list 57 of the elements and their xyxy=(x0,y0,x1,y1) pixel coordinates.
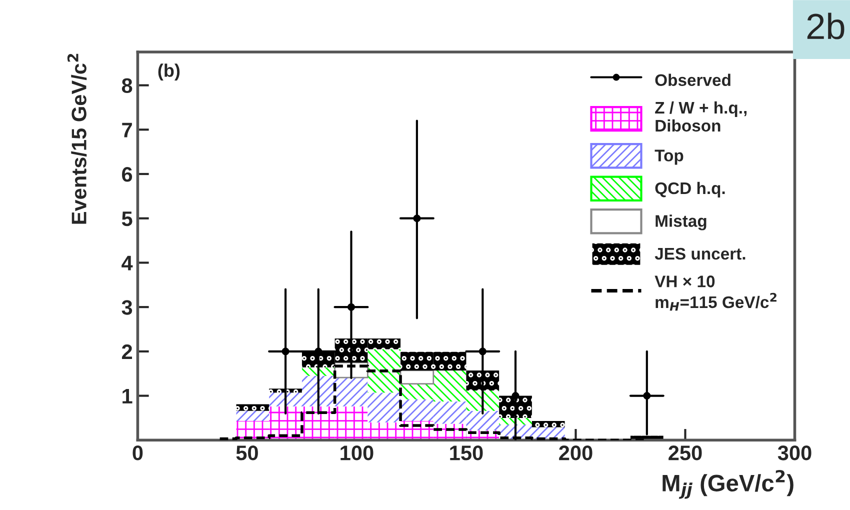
bar xyxy=(466,390,500,411)
y-tick-label: 4 xyxy=(122,256,133,270)
x-tick-label: 100 xyxy=(340,446,374,460)
point xyxy=(512,392,520,400)
bar xyxy=(433,402,466,424)
bar xyxy=(269,392,302,406)
bar xyxy=(334,378,368,406)
bar xyxy=(368,338,401,350)
y-tick-label: 1 xyxy=(122,388,132,404)
point xyxy=(478,348,486,356)
bar xyxy=(236,410,270,422)
legend-label: Observed xyxy=(655,74,730,86)
point xyxy=(413,214,421,222)
legend-label: Mistag xyxy=(656,214,706,230)
bar xyxy=(400,384,434,400)
bar xyxy=(236,404,270,411)
x-tick-label: 300 xyxy=(778,446,812,460)
bar xyxy=(433,352,466,370)
legend-label: QCD h.q. xyxy=(655,182,725,198)
x-tick-label: 50 xyxy=(236,446,258,460)
bar xyxy=(368,349,401,393)
y-tick-label: 3 xyxy=(122,300,132,315)
text: 2b xyxy=(807,12,844,40)
annotation: (b) xyxy=(158,64,180,80)
legend-label: Z / W + h.q., Diboson xyxy=(655,101,747,132)
bar xyxy=(334,406,368,440)
legend-label: Top xyxy=(654,150,684,165)
bar xyxy=(433,370,466,402)
bar xyxy=(302,367,335,376)
bar xyxy=(499,418,532,425)
x-tick-label: 250 xyxy=(668,446,702,460)
y-axis-title: Events/15 GeV/c$^{2}$ xyxy=(67,54,87,224)
x-tick-label: 150 xyxy=(450,446,483,460)
legend-label: JES uncert. xyxy=(654,248,746,260)
bar xyxy=(400,399,434,422)
point xyxy=(347,303,355,311)
y-tick-label: 8 xyxy=(122,78,132,94)
point xyxy=(643,392,651,400)
x-tick-label: 0 xyxy=(132,446,143,460)
bar xyxy=(400,352,434,370)
y-tick-label: 2 xyxy=(122,344,132,359)
y-tick-label: 5 xyxy=(122,212,132,226)
bar xyxy=(400,370,434,384)
y-tick-label: 7 xyxy=(122,122,132,138)
bar xyxy=(302,376,335,406)
legend-label: VH × 10 m$_{H}$=115 GeV/c$^{2}$ xyxy=(654,276,776,311)
bar xyxy=(368,392,401,422)
y-tick-label: 6 xyxy=(122,167,132,182)
bar xyxy=(466,370,500,390)
bar xyxy=(269,388,302,393)
bar xyxy=(466,410,500,430)
point xyxy=(282,348,290,356)
x-tick-label: 200 xyxy=(559,446,592,460)
x-axis-title: M$_{jj}$ (GeV/c$^{2}$) xyxy=(662,470,794,499)
bar xyxy=(499,396,532,418)
bar xyxy=(532,421,565,428)
bar xyxy=(368,422,401,440)
